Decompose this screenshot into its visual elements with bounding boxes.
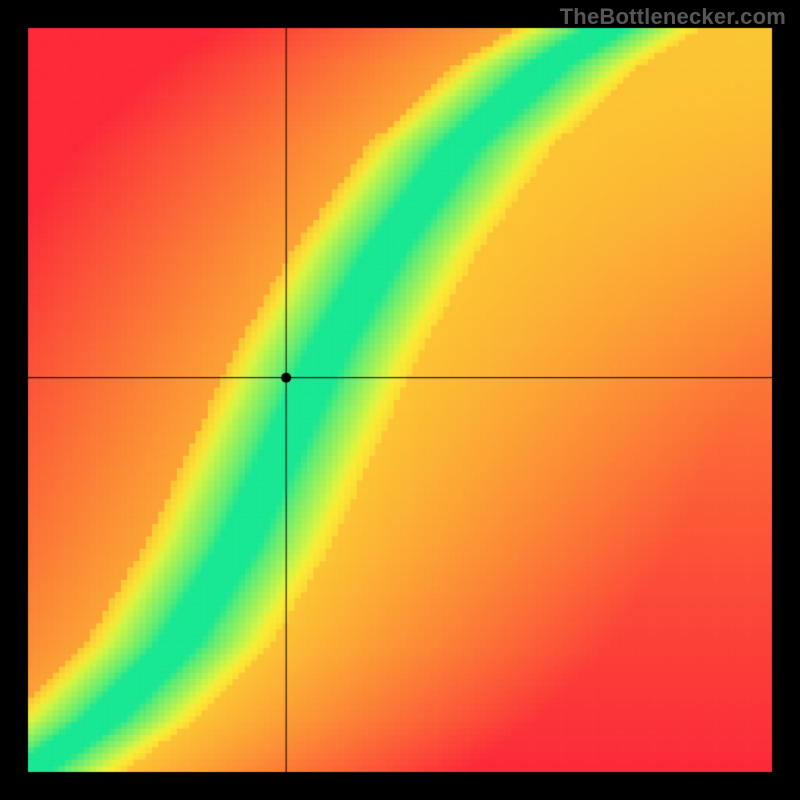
bottleneck-heatmap — [0, 0, 800, 800]
watermark-text: TheBottlenecker.com — [560, 4, 786, 30]
chart-container: TheBottlenecker.com — [0, 0, 800, 800]
